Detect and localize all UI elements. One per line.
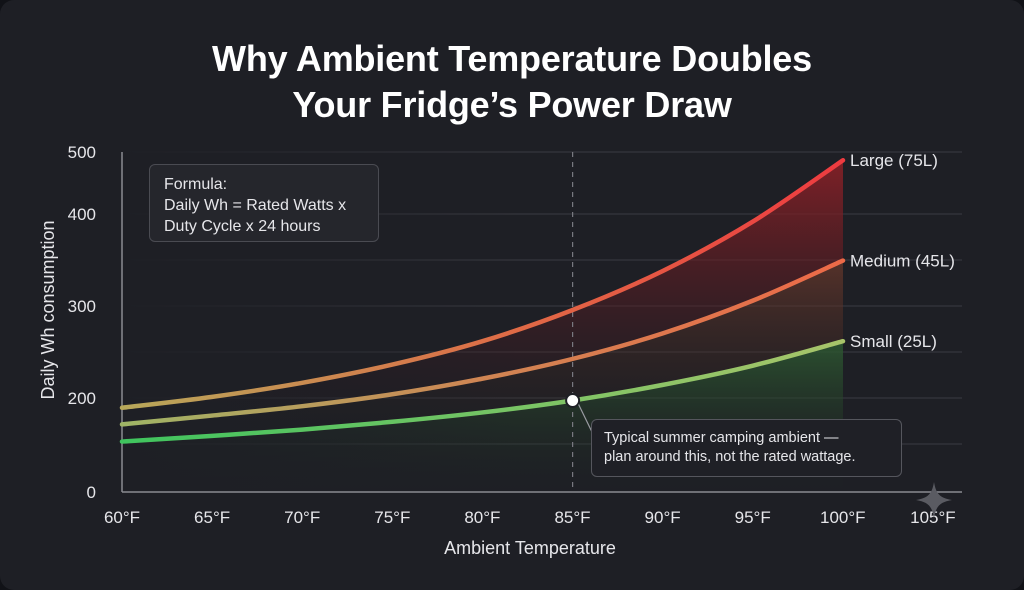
- formula-box: Formula: Daily Wh = Rated Watts x Duty C…: [149, 164, 379, 242]
- series-label-small: Small (25L): [850, 332, 937, 351]
- y-axis-title: Daily Wh consumption: [38, 220, 58, 399]
- y-tick-label: 0: [87, 483, 96, 502]
- chart-title-line-1: Why Ambient Temperature Doubles: [212, 38, 812, 79]
- chart-title: Why Ambient Temperature Doubles Your Fri…: [0, 36, 1024, 128]
- y-tick-label: 500: [68, 143, 96, 162]
- x-tick-label: 95°F: [735, 508, 771, 527]
- x-tick-label: 65°F: [194, 508, 230, 527]
- series-label-medium: Medium (45L): [850, 252, 955, 271]
- formula-line-3: Duty Cycle x 24 hours: [164, 218, 321, 235]
- x-tick-label: 100°F: [820, 508, 866, 527]
- formula-line-1: Formula:: [164, 176, 228, 193]
- series-line-small: [119, 338, 846, 444]
- series-line-large: [119, 157, 846, 411]
- x-tick-label: 80°F: [464, 508, 500, 527]
- y-tick-label: 200: [68, 389, 96, 408]
- y-tick-label: 300: [68, 297, 96, 316]
- chart-title-line-2: Your Fridge’s Power Draw: [292, 84, 732, 125]
- annotation-line-1: Typical summer camping ambient —: [604, 430, 839, 446]
- x-tick-label: 85°F: [554, 508, 590, 527]
- annotation-callout: Typical summer camping ambient — plan ar…: [591, 419, 902, 477]
- annotation-line-2: plan around this, not the rated wattage.: [604, 449, 856, 465]
- x-tick-label: 70°F: [284, 508, 320, 527]
- y-tick-label: 400: [68, 205, 96, 224]
- x-tick-label: 60°F: [104, 508, 140, 527]
- series-label-large: Large (75L): [850, 151, 938, 170]
- x-axis-title: Ambient Temperature: [444, 538, 616, 558]
- x-tick-label: 105°F: [910, 508, 956, 527]
- formula-line-2: Daily Wh = Rated Watts x: [164, 197, 347, 214]
- series-line-medium: [119, 258, 846, 427]
- x-tick-label: 75°F: [374, 508, 410, 527]
- callout-connector: [578, 404, 593, 433]
- x-tick-label: 90°F: [645, 508, 681, 527]
- highlight-point: [565, 392, 581, 408]
- sparkle-icon: [916, 482, 952, 518]
